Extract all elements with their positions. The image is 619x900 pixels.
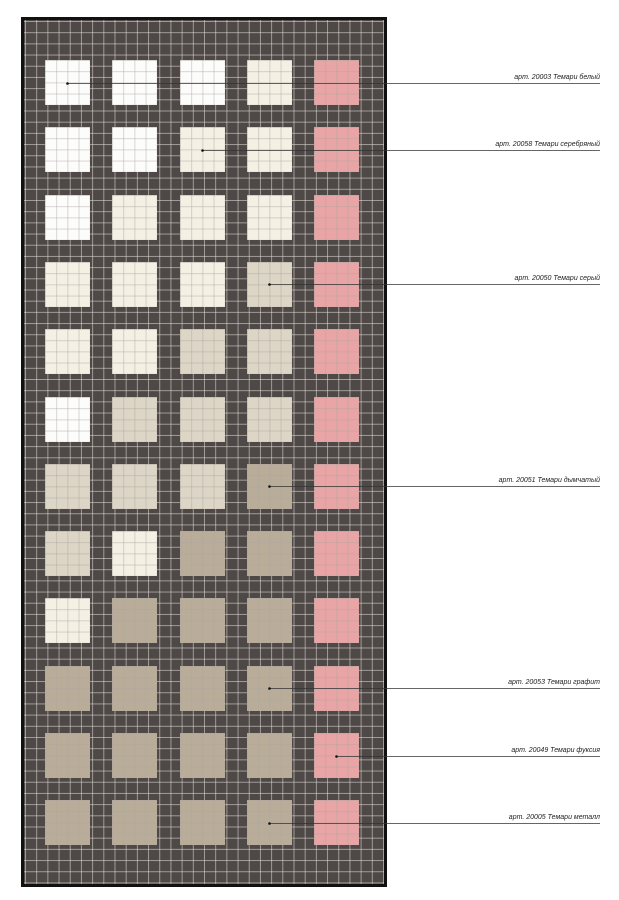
callout-dot: [268, 485, 271, 488]
callout-dot: [268, 283, 271, 286]
tile-taupe: [180, 531, 225, 577]
callout-dot: [268, 687, 271, 690]
tile-beige: [247, 329, 292, 375]
tile-taupe: [112, 733, 157, 778]
tile-cream: [112, 261, 157, 307]
callout-label: арт. 20003 Темари белый: [514, 73, 600, 81]
callout-label: арт. 20053 Темари графит: [508, 678, 600, 686]
tile-cream: [247, 194, 292, 240]
callout-dot: [201, 149, 204, 152]
tile-taupe: [180, 598, 225, 644]
tile-cream: [180, 194, 225, 240]
tile-cream: [112, 531, 157, 577]
callout-label: арт. 20051 Темари дымчатый: [498, 476, 600, 484]
tile-pink: [314, 598, 359, 644]
tile-white: [45, 127, 90, 173]
tile-taupe: [247, 733, 292, 778]
callout-dot: [268, 822, 271, 825]
mosaic-panel: [21, 17, 387, 887]
callout-dot: [66, 82, 69, 85]
tile-cream: [112, 329, 157, 375]
callout-label: арт. 20005 Темари металл: [508, 813, 600, 821]
tile-taupe: [180, 733, 225, 778]
tile-white: [45, 396, 90, 442]
tile-white: [112, 60, 157, 105]
tile-pink: [314, 194, 359, 240]
tile-taupe: [45, 800, 90, 846]
tile-cream: [112, 194, 157, 240]
tile-pink: [314, 396, 359, 442]
tile-taupe: [112, 800, 157, 846]
tile-cream: [45, 598, 90, 644]
tile-taupe: [45, 733, 90, 778]
tile-beige: [112, 463, 157, 509]
tile-beige: [180, 463, 225, 509]
tile-pink: [314, 329, 359, 375]
tile-cream: [45, 261, 90, 307]
tile-white: [180, 60, 225, 105]
callout-label: арт. 20050 Темари серый: [514, 274, 600, 282]
tile-taupe: [180, 665, 225, 711]
callout-label: арт. 20049 Темари фуксия: [511, 746, 600, 754]
tile-pink: [314, 531, 359, 577]
tile-cream: [180, 261, 225, 307]
tile-pink: [314, 800, 359, 846]
tile-beige: [45, 463, 90, 509]
tile-cream: [45, 329, 90, 375]
tile-taupe: [247, 598, 292, 644]
tile-taupe: [112, 665, 157, 711]
tile-taupe: [247, 531, 292, 577]
callout-dot: [335, 755, 338, 758]
tile-taupe: [112, 598, 157, 644]
tile-cream: [247, 60, 292, 105]
tile-white: [112, 127, 157, 173]
callout-label: арт. 20058 Темари серебряный: [495, 140, 600, 148]
tile-taupe: [45, 665, 90, 711]
tile-pink: [314, 127, 359, 173]
tile-beige: [112, 396, 157, 442]
tile-white: [45, 194, 90, 240]
tile-beige: [45, 531, 90, 577]
tile-taupe: [180, 800, 225, 846]
tile-beige: [180, 329, 225, 375]
tile-beige: [247, 396, 292, 442]
tile-cream: [247, 127, 292, 173]
tile-beige: [180, 396, 225, 442]
tile-pink: [314, 60, 359, 105]
